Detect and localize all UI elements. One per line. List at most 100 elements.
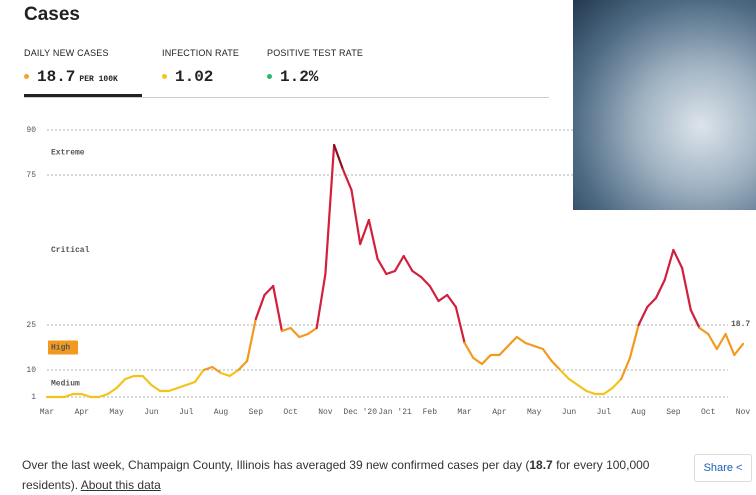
- line-segment: [98, 392, 110, 399]
- line-segment: [437, 293, 449, 303]
- line-segment: [141, 374, 153, 387]
- x-tick-label: Oct: [701, 408, 715, 417]
- x-tick-label: Jun: [144, 408, 159, 417]
- level-badge: [48, 340, 78, 355]
- line-segment: [689, 308, 701, 330]
- tabs: DAILY NEW CASES 18.7 PER 100K INFECTION R…: [24, 48, 549, 98]
- line-segment: [350, 188, 362, 246]
- line-segment: [585, 389, 597, 396]
- line-segment: [254, 293, 266, 321]
- line-segment: [333, 143, 344, 171]
- x-tick-label: Apr: [75, 408, 90, 417]
- line-segment: [672, 248, 684, 270]
- summary-text: for every 100,000 residents).: [22, 458, 650, 492]
- x-tick-label: Jun: [562, 408, 577, 417]
- dot: [267, 74, 272, 80]
- tab-value: 1.2%: [280, 68, 319, 86]
- line-segment: [707, 332, 719, 351]
- line-segment: [463, 341, 475, 360]
- x-tick-label: May: [109, 408, 124, 417]
- level-label: High: [51, 344, 70, 353]
- line-segment: [472, 356, 484, 366]
- line-segment: [611, 377, 623, 390]
- x-tick-label: Dec '20: [343, 408, 377, 417]
- x-tick-label: Aug: [631, 408, 646, 417]
- line-segment: [263, 284, 275, 297]
- line-segment: [533, 344, 545, 351]
- line-segment: [541, 347, 553, 363]
- line-segment: [393, 254, 405, 273]
- x-tick-label: Aug: [214, 408, 229, 417]
- line-segment: [411, 269, 423, 279]
- line-segment: [193, 368, 205, 384]
- x-tick-label: Feb: [423, 408, 438, 417]
- line-segment: [385, 269, 397, 276]
- tab-value: 1.02: [175, 68, 214, 86]
- title: Cases: [24, 4, 80, 25]
- tab[interactable]: INFECTION RATE 1.02: [162, 48, 239, 86]
- tab-label: DAILY NEW CASES: [24, 48, 109, 58]
- summary-text: Over the last week, Champaign County, Il…: [22, 458, 530, 472]
- tab-label: INFECTION RATE: [162, 48, 240, 58]
- x-tick-label: Nov: [318, 408, 333, 417]
- line-segment: [341, 167, 353, 192]
- x-tick-label: Jul: [597, 408, 612, 417]
- line-segment: [246, 317, 257, 363]
- line-segment: [567, 377, 579, 387]
- tab[interactable]: DAILY NEW CASES 18.7 PER 100K: [24, 48, 142, 97]
- x-tick-label: Jul: [179, 408, 194, 417]
- line-segment: [428, 284, 440, 303]
- tab[interactable]: POSITIVE TEST RATE 1.2%: [267, 48, 363, 86]
- line-segment: [480, 353, 492, 366]
- share-label: Share: [703, 462, 733, 474]
- line-segment: [272, 284, 283, 333]
- line-segment: [559, 368, 571, 381]
- level-label: Critical: [51, 246, 90, 255]
- line-segment: [620, 356, 632, 381]
- line-segment: [515, 335, 527, 345]
- chart: 1 10 25 75 90 Mar Apr May Jun Jul Aug Sep Oct Nov Dec …: [26, 126, 751, 417]
- y-tick-label: 75: [26, 171, 36, 180]
- line-segment: [663, 248, 675, 282]
- line-segment: [324, 143, 336, 276]
- x-tick-label: Oct: [283, 408, 297, 417]
- line-segment: [306, 326, 318, 336]
- x-tick-label: Apr: [492, 408, 507, 417]
- last-value-label: 18.7: [731, 320, 750, 329]
- y-tick-label: 25: [26, 321, 36, 330]
- x-tick-label: Jan '21: [378, 408, 412, 417]
- line-segment: [733, 342, 745, 357]
- y-tick-label: 1: [31, 393, 36, 402]
- x-tick-label: Nov: [736, 408, 751, 417]
- line-segment: [654, 278, 666, 300]
- line-segment: [724, 332, 736, 357]
- line-segment: [402, 254, 414, 273]
- line-segment: [211, 365, 223, 375]
- line-segment: [359, 218, 370, 246]
- line-segment: [637, 305, 649, 327]
- line-segment: [228, 368, 240, 378]
- line-segment: [576, 383, 588, 393]
- share-button[interactable]: Share <: [694, 454, 752, 482]
- line-segment: [176, 383, 188, 390]
- line-segment: [167, 386, 179, 393]
- line-segment: [219, 371, 231, 378]
- level-label: Medium: [51, 380, 80, 389]
- x-tick-label: Mar: [457, 408, 472, 417]
- line-segment: [646, 296, 658, 309]
- video-overlay: [573, 0, 756, 210]
- about-link[interactable]: About this data: [80, 478, 161, 492]
- summary-highlight: 18.7: [529, 458, 553, 472]
- line-segment: [315, 272, 327, 330]
- line-segment: [602, 386, 614, 396]
- line-segment: [454, 305, 466, 345]
- line-segment: [376, 257, 388, 276]
- line-segment: [698, 326, 710, 336]
- dot: [24, 74, 29, 80]
- line-segment: [289, 326, 301, 339]
- line-segment: [498, 344, 510, 357]
- line-segment: [202, 365, 214, 372]
- line-segment: [420, 275, 431, 288]
- line-segment: [680, 266, 692, 312]
